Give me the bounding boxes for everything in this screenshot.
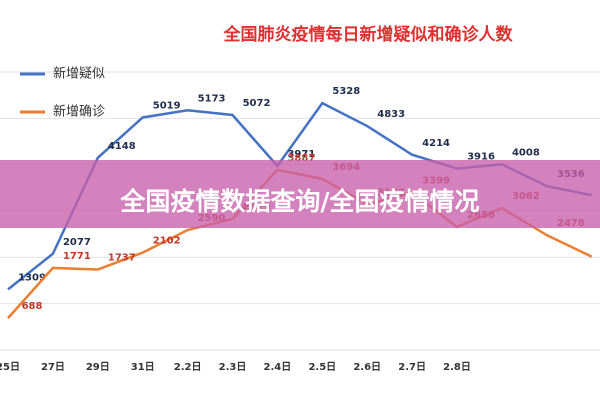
value-label: 4214	[422, 138, 450, 149]
value-label: 5019	[153, 100, 181, 111]
value-label: 4148	[108, 141, 136, 152]
banner-text: 全国疫情数据查询/全国疫情情况	[119, 187, 479, 216]
x-tick-label: 2.6日	[353, 361, 381, 373]
x-tick-label: 2.3日	[219, 361, 247, 373]
value-label: 688	[22, 301, 43, 312]
x-tick-label: 29日	[86, 361, 110, 373]
value-label: 1309	[18, 272, 46, 283]
x-tick-label: 2.7日	[398, 361, 426, 373]
value-label: 3887	[287, 153, 315, 164]
value-label: 2102	[153, 236, 181, 247]
x-tick-label: 2.5日	[308, 361, 336, 373]
x-tick-label: 27日	[41, 361, 65, 373]
value-label: 5328	[332, 86, 360, 97]
value-label: 4833	[377, 109, 405, 120]
legend-label: 新增疑似	[53, 66, 105, 82]
value-label: 5072	[243, 98, 271, 109]
value-label: 5173	[198, 93, 226, 104]
value-label: 2077	[63, 237, 91, 248]
value-label: 3971	[287, 149, 315, 160]
value-label: 4008	[512, 147, 540, 158]
legend-label: 新增确诊	[53, 104, 105, 120]
x-tick-label: 31日	[131, 361, 155, 373]
value-label: 1771	[63, 251, 91, 262]
x-tick-label: 2.8日	[443, 361, 471, 373]
value-label: 3916	[467, 152, 495, 163]
x-tick-label: 25日	[0, 361, 20, 373]
chart-title: 全国肺炎疫情每日新增疑似和确诊人数	[223, 24, 514, 45]
value-label: 1737	[108, 253, 136, 264]
x-tick-label: 2.2日	[174, 361, 202, 373]
x-tick-label: 2.4日	[264, 361, 292, 373]
banner-background	[0, 160, 600, 228]
